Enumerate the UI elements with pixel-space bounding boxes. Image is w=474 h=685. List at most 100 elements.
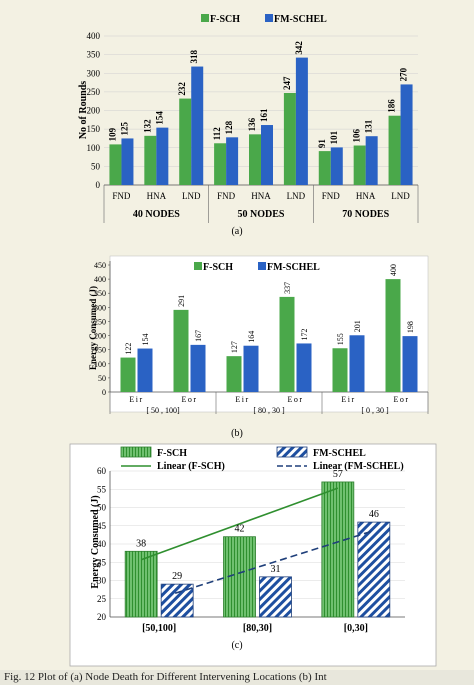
bar-fsch bbox=[388, 115, 401, 185]
bar-fsch bbox=[173, 309, 189, 392]
legend-label-fmschel: FM-SCHEL bbox=[313, 448, 366, 459]
group-label: [ 0 , 30 ] bbox=[361, 406, 389, 415]
bar-fsch bbox=[144, 135, 157, 185]
legend-swatch-fsch bbox=[120, 446, 152, 458]
legend: F-SCH FM-SCHEL bbox=[194, 262, 320, 273]
panel-label-a: (a) bbox=[231, 226, 242, 237]
bar-fsch bbox=[120, 357, 136, 392]
data-label: 106 bbox=[352, 129, 362, 143]
data-label: 109 bbox=[107, 127, 117, 141]
data-label: 167 bbox=[194, 330, 203, 342]
y-tick-label: 400 bbox=[87, 31, 101, 41]
legend-label-linear-fsch: Linear (F-SCH) bbox=[157, 461, 225, 472]
y-tick-label: 50 bbox=[91, 161, 101, 171]
legend: F-SCH FM-SCHEL bbox=[201, 14, 327, 25]
group-label: 40 NODES bbox=[133, 209, 180, 220]
y-axis-label: Energy Consumed (J) bbox=[90, 495, 101, 588]
data-label: 46 bbox=[369, 509, 379, 520]
panel-label-c: (c) bbox=[231, 640, 242, 651]
x-tick-label: Eor bbox=[287, 395, 303, 404]
bar-fmschel bbox=[295, 57, 308, 186]
bar-fsch bbox=[109, 144, 122, 185]
bar-fmschel bbox=[357, 521, 391, 618]
y-tick-label: 150 bbox=[94, 346, 106, 355]
bar-fsch bbox=[353, 145, 366, 185]
figure-caption: Fig. 12 Plot of (a) Node Death for Diffe… bbox=[0, 670, 474, 685]
bar-fmschel bbox=[259, 576, 292, 618]
x-tick-label: [0,30] bbox=[344, 623, 368, 634]
bar-fmschel bbox=[190, 344, 206, 392]
legend: F-SCH FM-SCHEL Linear (F-SCH) Linear (FM… bbox=[120, 446, 404, 472]
legend-label-fsch: F-SCH bbox=[157, 448, 187, 459]
bar-fsch bbox=[318, 151, 331, 185]
data-label: 172 bbox=[300, 328, 309, 340]
data-label: 112 bbox=[212, 127, 222, 141]
y-axis-label: No of Rounds bbox=[78, 81, 89, 139]
legend-swatch-fmschel bbox=[258, 262, 266, 270]
x-tick-label: FND bbox=[322, 191, 341, 201]
y-tick-label: 450 bbox=[94, 261, 106, 270]
chart-energy-consumed-b: 0 50 100 150 200 250 300 350 400 450 Eir Eor Eir Eor E… bbox=[88, 255, 429, 439]
bar-fmschel bbox=[400, 84, 413, 185]
y-tick-label: 300 bbox=[94, 303, 106, 312]
y-tick-label: 50 bbox=[98, 374, 106, 383]
y-tick-label: 300 bbox=[87, 68, 101, 78]
bar-fsch bbox=[214, 143, 227, 185]
y-tick-label: 200 bbox=[87, 106, 101, 116]
y-tick-label: 150 bbox=[87, 124, 101, 134]
bar-fsch bbox=[249, 134, 261, 185]
data-label: 198 bbox=[406, 321, 415, 333]
y-tick-label: 50 bbox=[97, 503, 107, 513]
data-label: 337 bbox=[283, 282, 292, 294]
group-label: 50 NODES bbox=[238, 209, 285, 220]
legend-swatch-fmschel bbox=[265, 14, 273, 22]
data-label: 91 bbox=[317, 139, 327, 149]
bar-fmschel bbox=[349, 335, 365, 392]
bar-fmschel bbox=[402, 336, 418, 392]
bar-fmschel bbox=[226, 137, 239, 185]
y-tick-label: 200 bbox=[94, 332, 106, 341]
trendline-linear-fsch bbox=[140, 487, 339, 561]
x-tick-label: Eir bbox=[235, 395, 249, 404]
data-label: 154 bbox=[154, 111, 164, 125]
bar-fmschel bbox=[296, 343, 312, 392]
y-tick-label: 40 bbox=[97, 539, 107, 549]
data-label: 291 bbox=[177, 295, 186, 307]
bar-fsch bbox=[332, 348, 348, 392]
chart-node-death: 0 50 100 150 200 250 300 350 400 FND HNA LND FND HNA L… bbox=[78, 14, 419, 237]
x-tick-label: [50,100] bbox=[142, 623, 176, 634]
y-tick-label: 250 bbox=[94, 317, 106, 326]
plot-area bbox=[109, 255, 429, 413]
data-label: 247 bbox=[282, 76, 292, 90]
x-tick-label: HNA bbox=[251, 191, 271, 201]
data-label: 318 bbox=[189, 50, 199, 64]
bar-fmschel bbox=[330, 147, 343, 185]
y-tick-label: 45 bbox=[97, 521, 107, 531]
y-tick-label: 400 bbox=[94, 275, 106, 284]
y-tick-label: 0 bbox=[96, 180, 101, 190]
data-label: 125 bbox=[119, 121, 129, 135]
y-tick-label: 35 bbox=[97, 557, 107, 567]
y-tick-label: 350 bbox=[87, 50, 101, 60]
legend-label-fsch: F-SCH bbox=[210, 14, 240, 25]
data-label: 201 bbox=[353, 320, 362, 332]
x-tick-label: LND bbox=[391, 191, 410, 201]
y-tick-label: 30 bbox=[97, 576, 107, 586]
data-label: 131 bbox=[364, 119, 374, 133]
group-label: 70 NODES bbox=[342, 209, 389, 220]
group-label: [ 50 , 100] bbox=[146, 406, 180, 415]
y-tick-label: 55 bbox=[97, 484, 107, 494]
data-label: 161 bbox=[259, 108, 269, 122]
bar-fmschel bbox=[365, 136, 378, 185]
y-tick-label: 350 bbox=[94, 289, 106, 298]
y-tick-label: 100 bbox=[87, 143, 101, 153]
bar-fmschel bbox=[191, 66, 204, 185]
x-tick-label: Eir bbox=[341, 395, 355, 404]
x-tick-label: HNA bbox=[147, 191, 167, 201]
bar-fmschel bbox=[121, 138, 134, 185]
y-axis-label: Energy Consumed (J) bbox=[88, 286, 98, 370]
data-label: 29 bbox=[172, 571, 182, 582]
bar-fsch bbox=[226, 356, 242, 392]
y-tick-label: 250 bbox=[87, 87, 101, 97]
